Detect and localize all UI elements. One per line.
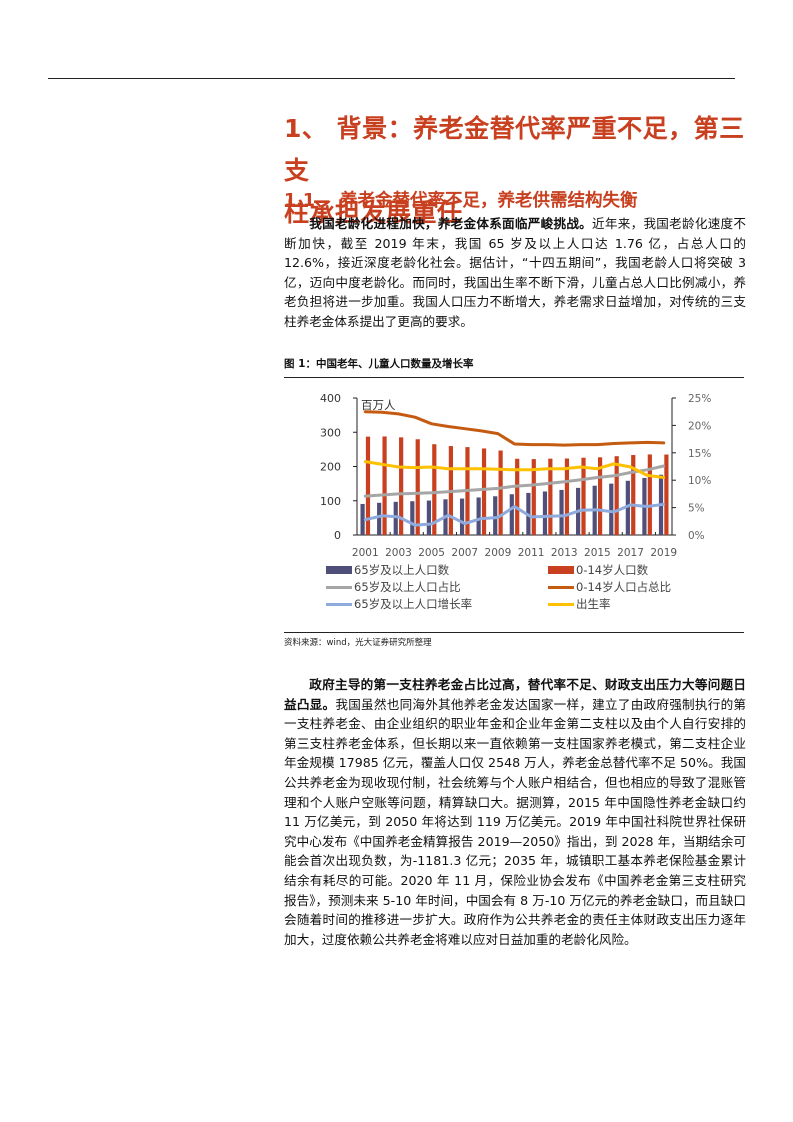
header-rule [48, 78, 735, 79]
legend-swatch-bar-icon [326, 566, 352, 574]
line-65plus-growth [363, 502, 666, 527]
x-tick-label: 2007 [451, 547, 478, 559]
legend-0-14-count: 0-14岁人口数 [548, 563, 648, 577]
legend-swatch-line-icon [548, 602, 574, 606]
subsection-number: 1.1、 [284, 191, 333, 211]
bar-0-14 [597, 457, 603, 535]
line-65plus-share [363, 464, 666, 498]
bar-0-14 [581, 457, 586, 535]
bar-0-14 [631, 455, 636, 535]
bar-65plus [609, 483, 614, 535]
line-birth-rate [363, 460, 666, 479]
subsection-title: 养老金替代率不足，养老供需结构失衡 [340, 191, 638, 211]
right-tick-label: 15% [688, 448, 711, 460]
bar-0-14 [647, 454, 652, 535]
figure-source: 资料来源：wind，光大证券研究所整理 [284, 638, 432, 648]
bar-0-14 [382, 436, 387, 535]
x-tick-label: 2013 [551, 547, 578, 559]
legend-birth-rate: 出生率 [548, 597, 611, 611]
paragraph-aging-body: 近年来，我国老龄化速度不断加快，截至 2019 年末，我国 65 岁及以上人口达… [284, 216, 747, 329]
population-chart: 0 100 200 300 400 0% 5% 10% 15% 20% 25% 百万人 2001 2003… [300, 385, 720, 625]
section-heading: 1、 背景：养老金替代率严重不足，第三支 柱承担发展重任 [284, 108, 746, 234]
bar-65plus [459, 498, 465, 535]
right-tick-label: 5% [688, 503, 705, 515]
right-tick-label: 10% [688, 475, 711, 487]
bar-0-14 [548, 458, 553, 535]
section-heading-line1: 1、 背景：养老金替代率严重不足，第三支 [284, 114, 745, 185]
left-tick-label: 300 [320, 426, 341, 439]
left-tick-label: 400 [320, 392, 341, 405]
legend-swatch-line-icon [326, 602, 352, 606]
paragraph-aging: 我国老龄化进程加快，养老金体系面临严峻挑战。近年来，我国老龄化速度不断加快，截至… [284, 214, 746, 332]
paragraph-aging-lead: 我国老龄化进程加快，养老金体系面临严峻挑战。 [309, 216, 593, 231]
bar-65plus [559, 489, 564, 535]
x-tick-label: 2001 [352, 547, 379, 559]
legend-swatch-line-icon [326, 585, 352, 589]
x-tick-label: 2005 [418, 547, 445, 559]
right-tick-label: 0% [688, 530, 705, 542]
x-tick-label: 2019 [650, 547, 677, 559]
paragraph-pension: 政府主导的第一支柱养老金占比过高，替代率不足、财政支出压力大等问题日益凸显。我国… [284, 675, 746, 949]
bar-0-14 [481, 448, 487, 535]
bar-0-14 [365, 436, 371, 535]
figure-top-rule [284, 377, 744, 378]
left-tick-label: 200 [320, 461, 341, 474]
figure-bottom-rule [284, 632, 744, 633]
paragraph-pension-lead: 政府主导的第一支柱养老金占比过高，替代率不足、财政支出压力大等问题日益凸显。 [284, 677, 746, 712]
bar-0-14 [564, 458, 570, 535]
legend-swatch-bar-icon [548, 566, 574, 574]
left-axis-unit: 百万人 [361, 398, 396, 412]
x-tick-label: 2015 [584, 547, 611, 559]
chart-canvas: 0 100 200 300 400 0% 5% 10% 15% 20% 25% 百万人 2001 2003… [320, 392, 711, 559]
right-tick-label: 25% [688, 393, 711, 405]
bar-65plus [426, 500, 432, 535]
bar-65plus [360, 503, 365, 535]
bar-65plus [493, 496, 498, 535]
bar-0-14 [515, 458, 520, 535]
section-heading-line2: 柱承担发展重任 [284, 198, 463, 227]
bar-0-14 [432, 444, 437, 535]
legend-65plus-count: 65岁及以上人口数 [326, 563, 449, 577]
bar-0-14 [415, 439, 420, 535]
left-tick-label: 0 [334, 529, 341, 542]
x-tick-label: 2011 [518, 547, 545, 559]
bar-0-14 [531, 459, 536, 535]
bar-65plus [377, 502, 382, 535]
bar-0-14 [664, 454, 669, 535]
x-tick-label: 2017 [617, 547, 644, 559]
legend-65plus-growth: 65岁及以上人口增长率 [326, 597, 472, 611]
bar-0-14 [498, 450, 503, 535]
bar-65plus [393, 501, 398, 535]
legend-65plus-share: 65岁及以上人口占比 [326, 580, 461, 594]
legend-0-14-share: 0-14岁人口占总比 [548, 580, 671, 594]
bar-65plus [625, 480, 630, 535]
left-tick-label: 100 [320, 495, 341, 508]
bar-0-14 [614, 456, 619, 535]
line-0-14-share [363, 410, 666, 447]
right-tick-label: 20% [688, 420, 711, 432]
bar-65plus [509, 494, 514, 535]
bar-65plus [542, 491, 548, 535]
bar-65plus [410, 501, 415, 535]
bar-65plus [476, 497, 481, 535]
paragraph-pension-body: 我国虽然也同海外其他养老金发达国家一样，建立了由政府强制执行的第一支柱养老金、由… [284, 696, 747, 947]
figure-title: 图 1：中国老年、儿童人口数量及增长率 [284, 358, 474, 370]
bar-0-14 [399, 437, 404, 535]
subsection-heading: 1.1、 养老金替代率不足，养老供需结构失衡 [284, 188, 746, 214]
x-tick-label: 2009 [485, 547, 512, 559]
x-tick-label: 2003 [385, 547, 412, 559]
legend-swatch-line-icon [548, 585, 574, 589]
